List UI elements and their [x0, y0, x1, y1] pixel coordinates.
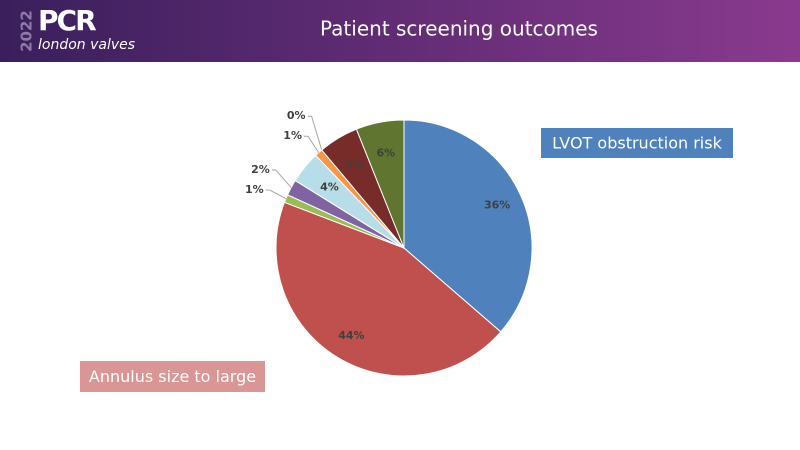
slide-title: Patient screening outcomes	[320, 17, 598, 41]
value-label: 6%	[376, 147, 395, 160]
value-label: 44%	[338, 329, 364, 342]
pie-slice	[403, 119, 533, 333]
logo-tagline: london valves	[38, 37, 135, 53]
leader-line	[271, 169, 292, 188]
value-label: 5%	[345, 159, 364, 172]
value-label: 36%	[484, 198, 510, 211]
logo-brand: PCR	[38, 4, 96, 37]
value-label: 2%	[251, 163, 270, 176]
logo-year: 2022	[18, 10, 36, 52]
value-label: 4%	[320, 180, 339, 193]
pie-slice	[355, 119, 405, 249]
leader-line	[303, 135, 320, 153]
value-label: 1%	[245, 183, 264, 196]
header-bar	[0, 0, 800, 62]
category-callout	[80, 361, 265, 392]
value-label: 1%	[283, 129, 302, 142]
leader-line	[265, 189, 287, 199]
category-label: LVOT obstruction risk	[552, 134, 722, 153]
category-callout	[541, 128, 733, 158]
leader-line	[307, 115, 323, 151]
category-label: Annulus size to large	[89, 367, 256, 386]
value-label: 0%	[287, 109, 306, 122]
pie-slice	[275, 201, 502, 377]
